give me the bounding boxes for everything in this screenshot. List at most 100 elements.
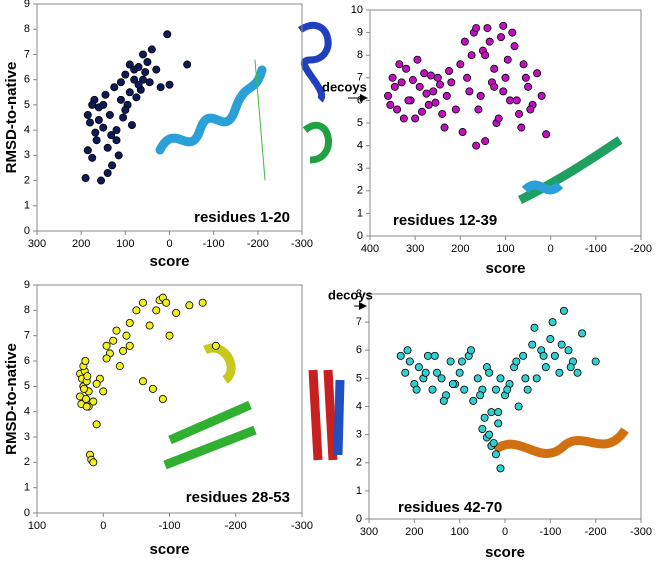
y-tick-label: 7 (356, 316, 362, 328)
point (512, 96, 521, 105)
point (512, 357, 521, 366)
point (440, 123, 449, 132)
y-tick-label: 5 (24, 380, 30, 392)
point (428, 385, 437, 394)
point (521, 374, 530, 383)
point (386, 100, 395, 109)
y-tick-label: 4 (24, 124, 30, 136)
protein-2 (298, 21, 332, 164)
x-tick-label: 300 (28, 238, 46, 250)
point (121, 70, 130, 79)
point (388, 73, 397, 82)
point (165, 331, 174, 340)
point (121, 105, 130, 114)
x-tick-label: 0 (502, 526, 508, 538)
x-tick-label: 100 (450, 526, 468, 538)
plot-frame (369, 9, 642, 237)
point (481, 137, 490, 146)
point (83, 146, 92, 155)
point (485, 368, 494, 377)
x-axis-label: score (485, 260, 525, 277)
point (83, 110, 92, 119)
point (465, 87, 474, 96)
x-tick-label: -200 (247, 238, 269, 250)
point (481, 51, 490, 60)
point (503, 385, 512, 394)
protein-6 (492, 427, 629, 458)
y-tick-label: 8 (356, 288, 362, 300)
point (508, 28, 517, 37)
point (506, 96, 515, 105)
y-tick-label: 8 (357, 49, 363, 61)
y-tick-label: 5 (24, 99, 30, 111)
protein-1 (155, 59, 267, 181)
point (152, 306, 161, 315)
point (496, 33, 505, 42)
protein-3 (517, 136, 623, 205)
point (460, 37, 469, 46)
point (433, 73, 442, 82)
point (442, 91, 451, 100)
x-tick-label: -300 (630, 526, 652, 538)
y-tick-label: 4 (356, 400, 362, 412)
point (405, 357, 414, 366)
point (530, 323, 539, 332)
point (107, 131, 116, 140)
point (521, 73, 530, 82)
point (105, 110, 114, 119)
point (141, 68, 150, 77)
y-tick-label: 1 (24, 482, 30, 494)
x-tick-label: 400 (361, 243, 379, 255)
point (82, 402, 91, 411)
x-tick-label: -200 (585, 526, 607, 538)
y-tick-label: 1 (356, 485, 362, 497)
point (397, 78, 406, 87)
point (436, 80, 445, 89)
point (490, 82, 499, 91)
point (102, 354, 111, 363)
x-tick-label: -200 (225, 520, 247, 532)
x-tick-label: -100 (158, 520, 180, 532)
point (491, 450, 500, 459)
y-tick-label: 8 (24, 304, 30, 316)
point (165, 80, 174, 89)
y-tick-label: 9 (24, 279, 30, 291)
point (101, 90, 110, 99)
point (548, 318, 557, 327)
x-tick-label: -300 (291, 238, 313, 250)
point (132, 93, 141, 102)
y-tick-label: 10 (351, 4, 363, 16)
point (92, 136, 101, 145)
point (455, 368, 464, 377)
point (198, 298, 207, 307)
point (125, 341, 134, 350)
point (429, 87, 438, 96)
y-tick-label: 3 (356, 429, 362, 441)
point (110, 83, 119, 92)
point (147, 45, 156, 54)
y-tick-label: 6 (24, 74, 30, 86)
point (103, 168, 112, 177)
y-tick-label: 9 (357, 27, 363, 39)
point (162, 298, 171, 307)
y-tick-label: 2 (24, 174, 30, 186)
point (472, 141, 481, 150)
point (474, 105, 483, 114)
point (390, 82, 399, 91)
point (417, 107, 426, 116)
point (515, 109, 524, 118)
point (487, 408, 496, 417)
point (401, 368, 410, 377)
point (573, 368, 582, 377)
point (134, 80, 143, 89)
point (172, 308, 181, 317)
point (489, 439, 498, 448)
point (415, 82, 424, 91)
point (483, 24, 492, 33)
x-tick-label: 100 (496, 243, 514, 255)
point (91, 128, 100, 137)
point (132, 306, 141, 315)
point (469, 396, 478, 405)
point (412, 385, 421, 394)
